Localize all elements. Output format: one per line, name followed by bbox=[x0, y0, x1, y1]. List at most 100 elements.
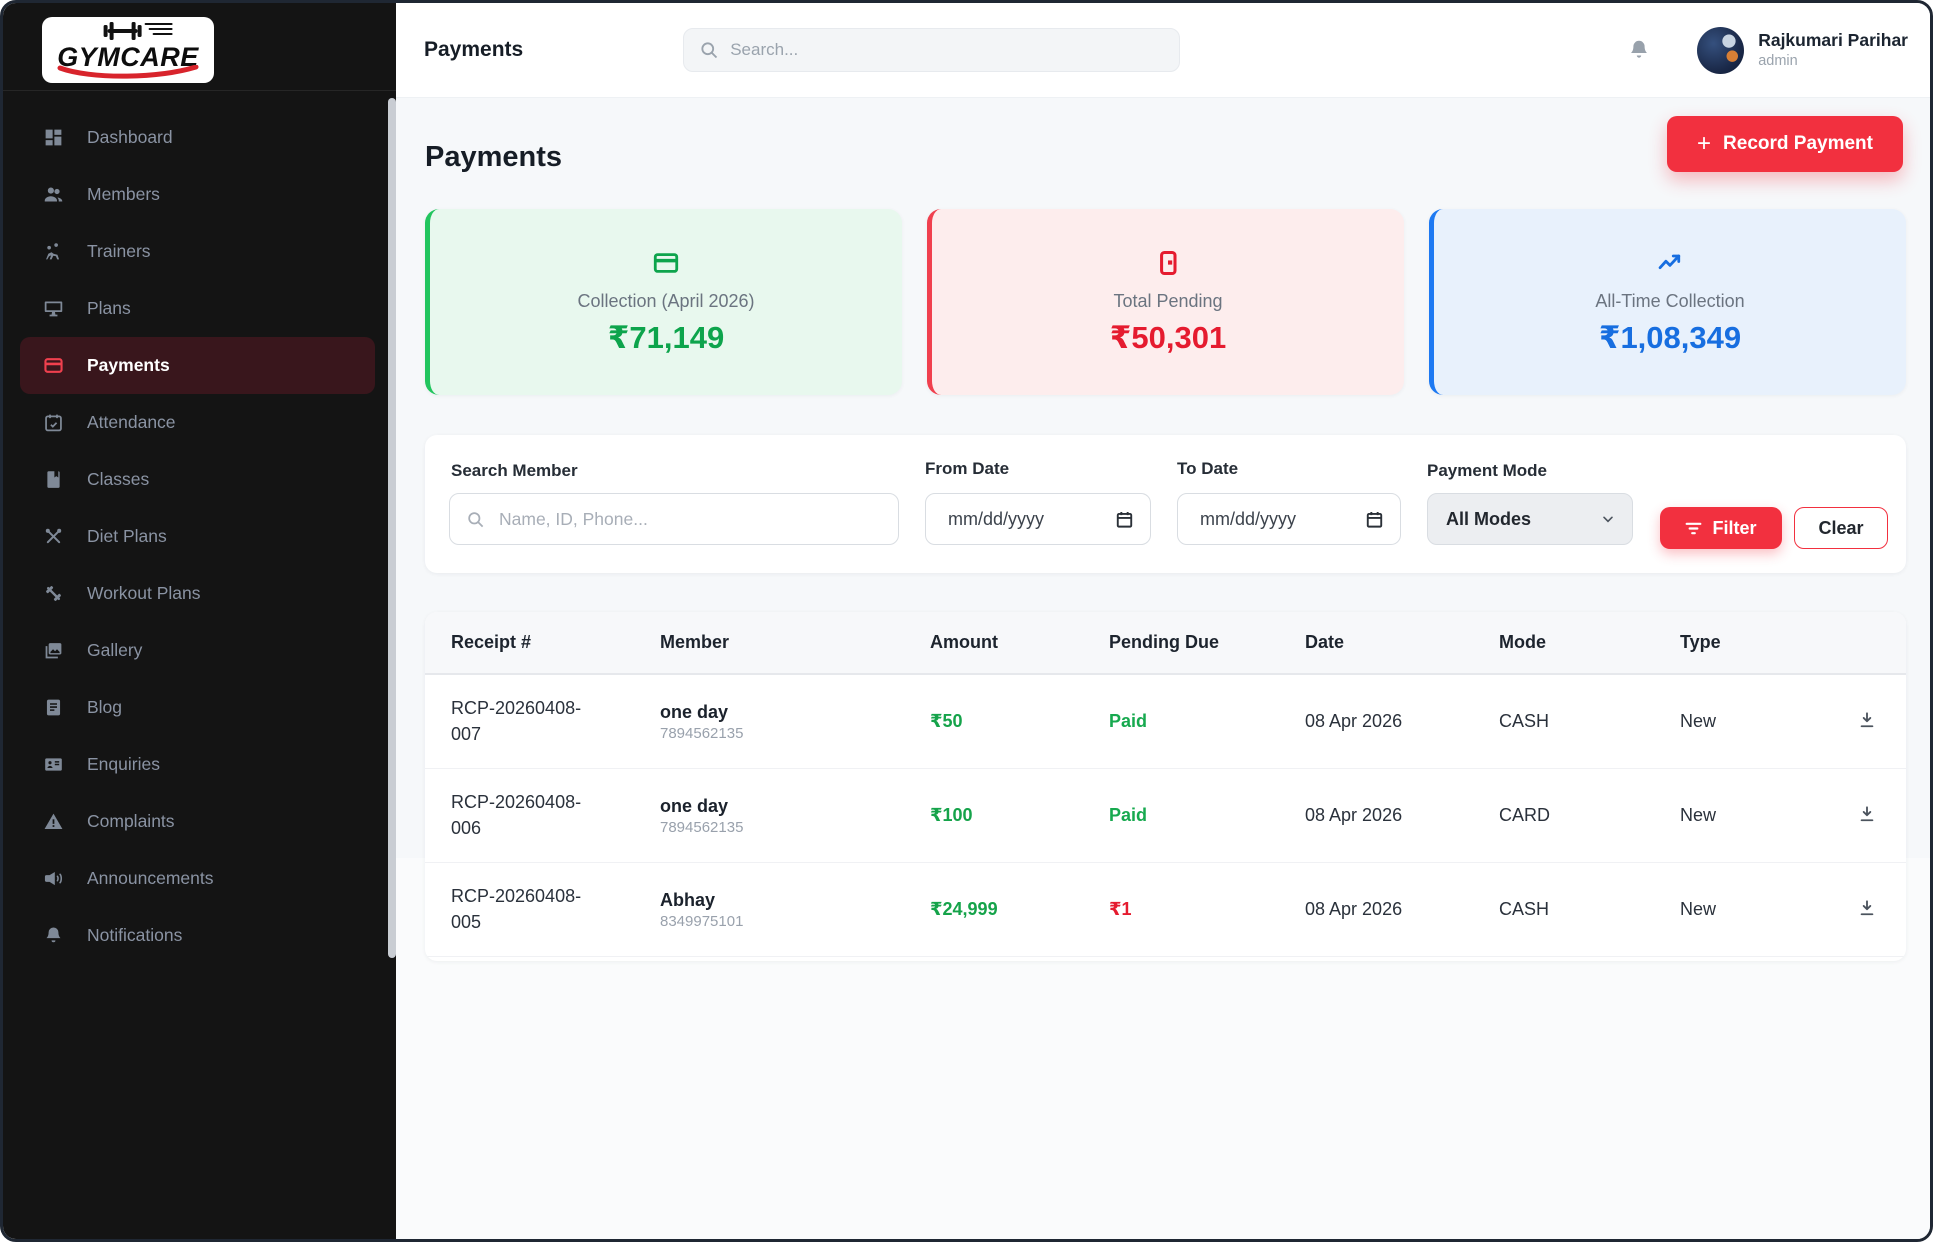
sidebar-item-plans[interactable]: Plans bbox=[3, 280, 396, 337]
filter-button[interactable]: Filter bbox=[1660, 507, 1782, 549]
sidebar-item-notifications[interactable]: Notifications bbox=[3, 907, 396, 964]
gymcare-logo[interactable]: GYMCARE bbox=[42, 17, 214, 83]
download-receipt-button[interactable] bbox=[1853, 894, 1881, 925]
credit-card-icon bbox=[653, 252, 679, 273]
payment-mode-value: All Modes bbox=[1446, 508, 1532, 529]
members-icon bbox=[44, 187, 63, 202]
from-date-label: From Date bbox=[925, 459, 1010, 478]
main-content: Payments + Record Payment Collection (Ap… bbox=[396, 98, 1930, 1239]
receipt-number: RCP-20260408-007 bbox=[451, 698, 582, 744]
search-member-label: Search Member bbox=[451, 461, 578, 480]
mode-cell: CARD bbox=[1499, 805, 1551, 825]
download-icon bbox=[1860, 712, 1874, 728]
sidebar-item-gallery[interactable]: Gallery bbox=[3, 622, 396, 679]
notifications-icon bbox=[46, 927, 61, 943]
sidebar-item-trainers[interactable]: Trainers bbox=[3, 223, 396, 280]
to-date-value: mm/dd/yyyy bbox=[1200, 508, 1297, 529]
date-cell: 08 Apr 2026 bbox=[1305, 805, 1403, 825]
record-payment-button[interactable]: + Record Payment bbox=[1667, 116, 1903, 172]
sidebar-item-workout-plans[interactable]: Workout Plans bbox=[3, 565, 396, 622]
date-cell: 08 Apr 2026 bbox=[1305, 899, 1403, 919]
stat-card-collection: Collection (April 2026) ₹71,149 bbox=[425, 209, 902, 395]
amount-cell: ₹50 bbox=[930, 711, 963, 731]
blog-icon bbox=[46, 699, 61, 716]
member-phone: 7894562135 bbox=[660, 724, 744, 742]
stat-label: All-Time Collection bbox=[1595, 290, 1745, 311]
download-icon bbox=[1860, 806, 1874, 822]
stat-card-pending: Total Pending ₹50,301 bbox=[927, 209, 1404, 395]
amount-cell: ₹24,999 bbox=[930, 899, 998, 919]
sidebar-item-classes[interactable]: Classes bbox=[3, 451, 396, 508]
clear-button-label: Clear bbox=[1818, 517, 1864, 538]
global-search-input[interactable] bbox=[683, 28, 1181, 72]
sidebar-item-label: Blog bbox=[87, 697, 123, 717]
filter-button-label: Filter bbox=[1712, 517, 1757, 538]
sidebar-item-members[interactable]: Members bbox=[3, 166, 396, 223]
member-cell: one day 7894562135 bbox=[660, 795, 930, 835]
sidebar-item-label: Attendance bbox=[87, 412, 176, 432]
record-payment-label: Record Payment bbox=[1723, 133, 1873, 154]
payment-mode-label: Payment Mode bbox=[1427, 461, 1547, 480]
sidebar-item-label: Plans bbox=[87, 298, 131, 318]
calendar-icon bbox=[1366, 511, 1383, 528]
member-search-field bbox=[449, 493, 899, 545]
mode-cell: CASH bbox=[1499, 711, 1550, 731]
amount-cell: ₹100 bbox=[930, 805, 973, 825]
member-cell: Abhay 8349975101 bbox=[660, 889, 930, 929]
search-icon bbox=[701, 42, 718, 59]
member-phone: 8349975101 bbox=[660, 912, 744, 930]
attendance-icon bbox=[45, 414, 62, 432]
sidebar-item-announcements[interactable]: Announcements bbox=[3, 850, 396, 907]
member-search-input[interactable] bbox=[497, 507, 857, 531]
stat-label: Collection (April 2026) bbox=[577, 290, 755, 311]
sidebar-item-label: Gallery bbox=[87, 640, 143, 660]
user-role: admin bbox=[1758, 52, 1798, 69]
date-cell: 08 Apr 2026 bbox=[1305, 711, 1403, 731]
receipt-number: RCP-20260408-005 bbox=[451, 886, 582, 932]
filter-panel: Search Member From Date mm/dd/yyyy To Da… bbox=[425, 435, 1906, 573]
bell-icon[interactable] bbox=[1627, 38, 1651, 62]
clear-button[interactable]: Clear bbox=[1794, 507, 1888, 549]
column-header-type: Type bbox=[1680, 632, 1721, 652]
sidebar-item-payments[interactable]: Payments bbox=[20, 337, 375, 394]
pending-due-cell: ₹1 bbox=[1109, 899, 1132, 919]
filter-funnel-icon bbox=[1686, 522, 1702, 534]
table-row: RCP-20260408-007 one day 7894562135 ₹50 … bbox=[425, 675, 1906, 769]
sidebar-item-complaints[interactable]: Complaints bbox=[3, 793, 396, 850]
sidebar-item-label: Dashboard bbox=[87, 127, 173, 147]
user-avatar[interactable] bbox=[1697, 26, 1745, 74]
sidebar-item-enquiries[interactable]: Enquiries bbox=[3, 736, 396, 793]
enquiries-icon bbox=[45, 758, 62, 771]
sidebar-item-blog[interactable]: Blog bbox=[3, 679, 396, 736]
sidebar-item-label: Diet Plans bbox=[87, 526, 167, 546]
stat-value: ₹1,08,349 bbox=[1598, 319, 1742, 355]
sidebar-item-label: Classes bbox=[87, 469, 150, 489]
to-date-input[interactable]: mm/dd/yyyy bbox=[1177, 493, 1401, 545]
complaints-icon bbox=[44, 813, 63, 829]
to-date-label: To Date bbox=[1177, 459, 1239, 478]
trainers-icon bbox=[46, 243, 60, 260]
dumbbell-logo-icon bbox=[103, 22, 173, 40]
sidebar-item-label: Complaints bbox=[87, 811, 175, 831]
sidebar: GYMCARE Dashboard Members Trainers Plans bbox=[3, 3, 396, 1239]
pending-due-cell: Paid bbox=[1109, 711, 1148, 731]
stat-label: Total Pending bbox=[1113, 290, 1223, 311]
type-cell: New bbox=[1680, 899, 1717, 919]
sidebar-item-dashboard[interactable]: Dashboard bbox=[3, 109, 396, 166]
download-receipt-button[interactable] bbox=[1853, 706, 1881, 737]
sidebar-item-diet-plans[interactable]: Diet Plans bbox=[3, 508, 396, 565]
topbar: Payments Rajkumari Parihar admin bbox=[396, 3, 1930, 98]
announcements-icon bbox=[44, 871, 63, 886]
sidebar-item-attendance[interactable]: Attendance bbox=[3, 394, 396, 451]
user-name: Rajkumari Parihar bbox=[1758, 30, 1908, 50]
calendar-icon bbox=[1116, 511, 1133, 528]
plans-icon bbox=[44, 301, 63, 317]
topbar-right: Rajkumari Parihar admin bbox=[1627, 26, 1908, 74]
plus-icon: + bbox=[1697, 130, 1712, 157]
pending-due-cell: Paid bbox=[1109, 805, 1148, 825]
from-date-input[interactable]: mm/dd/yyyy bbox=[925, 493, 1151, 545]
payment-mode-select[interactable]: All Modes bbox=[1427, 493, 1633, 545]
sidebar-scrollbar[interactable] bbox=[388, 98, 396, 958]
download-receipt-button[interactable] bbox=[1853, 800, 1881, 831]
payments-table: Receipt # Member Amount Pending Due Date… bbox=[425, 612, 1906, 961]
